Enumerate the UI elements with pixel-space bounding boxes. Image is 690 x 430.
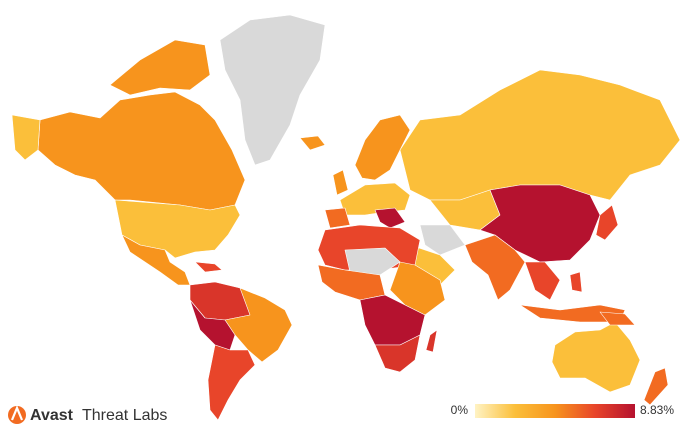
- argentina-chile: [207, 344, 256, 421]
- balkans: [374, 207, 406, 229]
- brand-name: Avast: [30, 407, 74, 424]
- alaska: [11, 114, 41, 161]
- arctic-islands: [109, 39, 211, 96]
- madagascar: [425, 329, 438, 353]
- japan: [595, 204, 619, 241]
- logo-glyph: [10, 405, 24, 421]
- new-guinea: [599, 311, 636, 326]
- brazil: [224, 287, 293, 363]
- caribbean: [194, 261, 223, 273]
- western-europe: [339, 182, 411, 216]
- east-africa: [389, 261, 446, 316]
- legend: 0% 8.83%: [451, 403, 674, 418]
- greenland: [219, 14, 326, 166]
- countries: [11, 14, 681, 421]
- middle-east-north: [419, 224, 466, 256]
- philippines: [569, 271, 583, 293]
- iceland: [299, 135, 326, 151]
- southeast-asia: [524, 261, 561, 301]
- brand-product: Threat Labs: [82, 407, 167, 424]
- southern-africa: [374, 334, 421, 373]
- india: [464, 234, 526, 301]
- legend-max-label: 8.83%: [640, 403, 674, 417]
- scandinavia: [354, 114, 411, 181]
- canada: [37, 91, 246, 211]
- russia: [399, 69, 681, 201]
- china: [479, 184, 601, 263]
- new-zealand: [643, 367, 669, 406]
- sahara: [344, 247, 401, 276]
- australia: [551, 321, 641, 393]
- brand-logo: Avast Threat Labs: [8, 405, 167, 424]
- legend-bar: [475, 404, 635, 418]
- iberia: [324, 207, 351, 229]
- legend-min-label: 0%: [451, 403, 469, 417]
- britain: [332, 169, 349, 196]
- peru-bolivia: [189, 299, 236, 351]
